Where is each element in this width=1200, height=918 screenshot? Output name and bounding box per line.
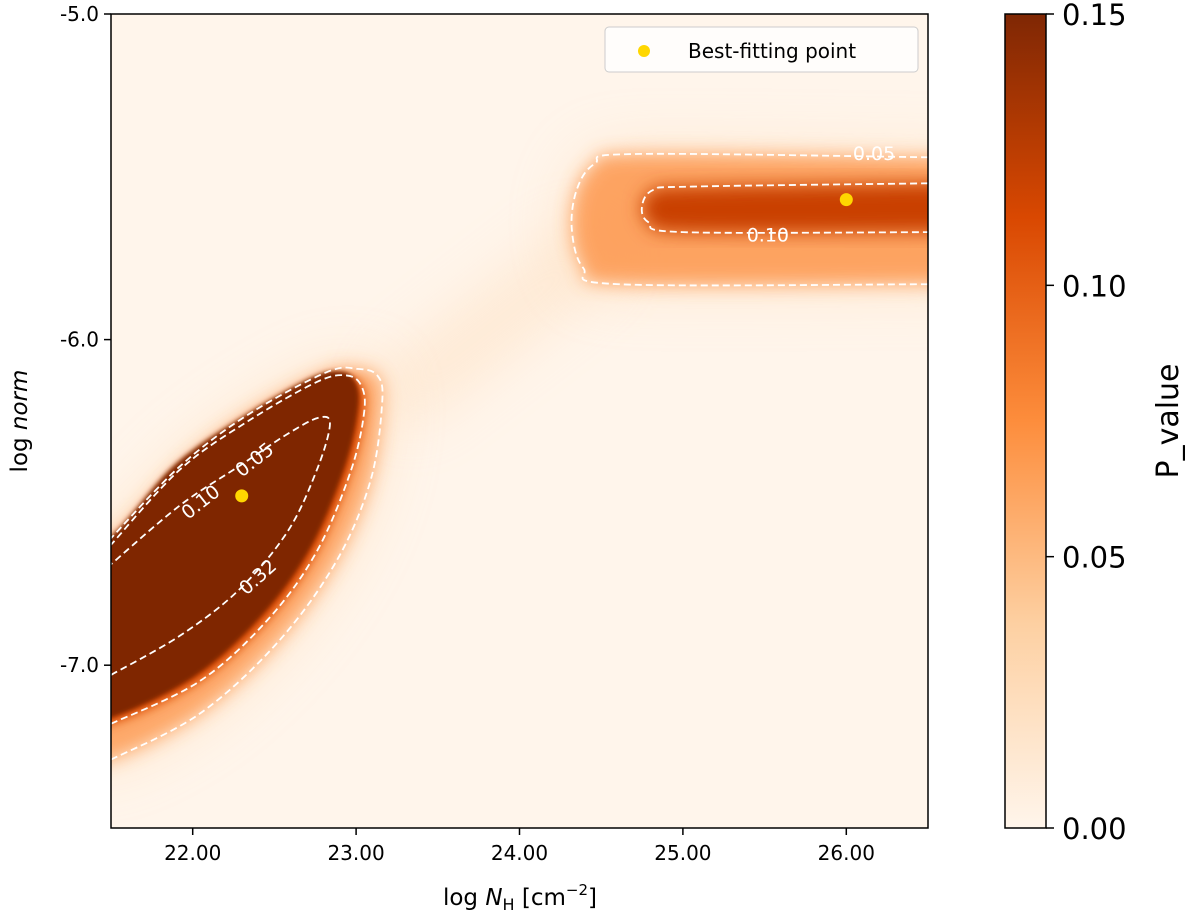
colorbar-tick-label: 0.15 <box>1062 0 1127 32</box>
colorbar-gradient <box>1004 13 1047 829</box>
x-tick-label: 23.00 <box>327 841 384 865</box>
colorbar-label: P_value <box>1151 363 1186 478</box>
x-tick-label: 26.00 <box>818 841 875 865</box>
legend: Best-fitting point <box>604 26 919 73</box>
x-tick-label: 24.00 <box>491 841 548 865</box>
heatmap-bridge <box>370 218 620 429</box>
colorbar: 0.00 0.05 0.10 0.15 P_value <box>1004 0 1186 846</box>
best-fit-point <box>839 193 853 207</box>
plot-area: 0.050.100.320.100.05 <box>111 14 928 828</box>
y-tick-label: -6.0 <box>60 328 99 352</box>
x-tick-label: 25.00 <box>654 841 711 865</box>
y-axis-label: log norm <box>7 370 33 473</box>
contour-line-005-low <box>111 366 384 761</box>
heatmap-background <box>111 14 928 828</box>
heatmap-region-010-high <box>641 183 928 233</box>
y-tick-label: -5.0 <box>60 2 99 26</box>
contour-label: 0.10 <box>747 224 789 246</box>
legend-box <box>604 26 919 73</box>
contour-line-005-high <box>570 152 928 287</box>
legend-marker-best-fit <box>638 45 650 57</box>
x-tick-label: 22.00 <box>164 841 221 865</box>
legend-label: Best-fitting point <box>688 39 856 63</box>
contour-label: 0.05 <box>853 143 895 165</box>
colorbar-tick-label: 0.10 <box>1062 269 1127 303</box>
colorbar-tick-label: 0.00 <box>1062 812 1127 846</box>
colorbar-tick-label: 0.05 <box>1062 541 1127 575</box>
contour-line-032-low <box>111 415 331 676</box>
x-axis-label: log NH [cm−2] <box>443 881 597 914</box>
y-tick-label: -7.0 <box>60 653 99 677</box>
best-fit-point <box>235 489 249 503</box>
contour-line-010-low <box>111 374 366 725</box>
heatmap-region-core-low <box>111 371 359 718</box>
